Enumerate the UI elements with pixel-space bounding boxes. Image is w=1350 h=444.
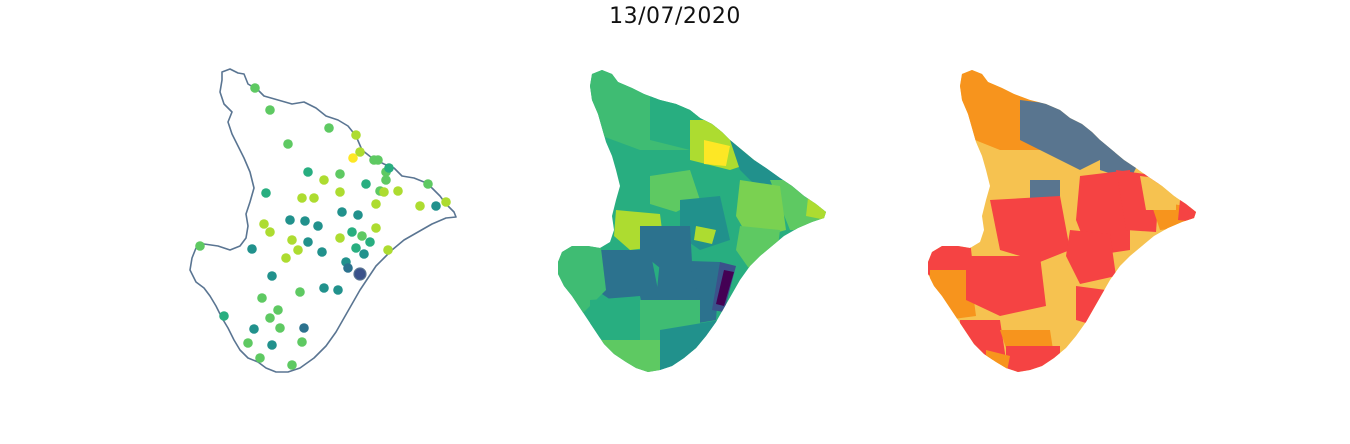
map-point-marker	[355, 147, 365, 157]
map-point-marker	[249, 324, 259, 334]
map-point-marker	[265, 313, 275, 323]
map-point-marker	[281, 253, 291, 263]
map-point-marker	[250, 83, 260, 93]
map-point-marker	[283, 139, 293, 149]
map-point-marker	[431, 201, 441, 211]
state-outline	[189, 68, 457, 373]
map-point-marker	[319, 283, 329, 293]
map-point-marker	[343, 263, 353, 273]
map-point-marker	[297, 193, 307, 203]
map-point-marker	[384, 163, 394, 173]
map-point-marker	[195, 241, 205, 251]
map-point-marker	[300, 216, 310, 226]
map-point-marker	[353, 267, 367, 281]
map-point-marker	[351, 130, 361, 140]
map-point-marker	[287, 235, 297, 245]
map-point-marker	[333, 285, 343, 295]
map-point-marker	[381, 175, 391, 185]
map-point-marker	[303, 237, 313, 247]
map-point-marker	[348, 153, 358, 163]
map-point-marker	[357, 231, 367, 241]
map-point-marker	[265, 227, 275, 237]
map-point-marker	[293, 245, 303, 255]
map-point-marker	[371, 223, 381, 233]
map-point-marker	[441, 197, 451, 207]
map-point-marker	[299, 323, 309, 333]
map-point-marker	[309, 193, 319, 203]
map-point-marker	[351, 243, 361, 253]
map-point-marker	[379, 187, 389, 197]
map-point-marker	[247, 244, 257, 254]
map-point-marker	[317, 247, 327, 257]
map-point-marker	[337, 207, 347, 217]
map-point-marker	[259, 219, 269, 229]
map-point-marker	[261, 188, 271, 198]
map-point-marker	[257, 293, 267, 303]
map-point-marker	[297, 337, 307, 347]
map-point-marker	[335, 233, 345, 243]
map-point-marker	[273, 305, 283, 315]
map-point-marker	[319, 175, 329, 185]
map-point-marker	[285, 215, 295, 225]
map-point-marker	[335, 187, 345, 197]
map-point-marker	[287, 360, 297, 370]
map-point-marker	[219, 311, 229, 321]
map-point-marker	[359, 249, 369, 259]
map-point-marker	[383, 245, 393, 255]
map-point-marker	[373, 155, 383, 165]
map-point-marker	[267, 271, 277, 281]
map-point-marker	[255, 353, 265, 363]
map-point-marker	[303, 167, 313, 177]
map-point-marker	[313, 221, 323, 231]
map-point-marker	[275, 323, 285, 333]
map-point-marker	[371, 199, 381, 209]
map-point-marker	[324, 123, 334, 133]
map-point-marker	[243, 338, 253, 348]
map-point-marker	[365, 237, 375, 247]
figure-title: 13/07/2020	[609, 4, 741, 29]
map-point-marker	[393, 186, 403, 196]
map-point-marker	[335, 169, 345, 179]
choropleth-regions-categorical	[928, 70, 1196, 372]
map-point-marker	[361, 179, 371, 189]
map-point-marker	[423, 179, 433, 189]
map-point-marker	[347, 227, 357, 237]
map-point-marker	[267, 340, 277, 350]
map-point-marker	[415, 201, 425, 211]
map-point-marker	[353, 210, 363, 220]
map-point-marker	[265, 105, 275, 115]
map-point-marker	[295, 287, 305, 297]
